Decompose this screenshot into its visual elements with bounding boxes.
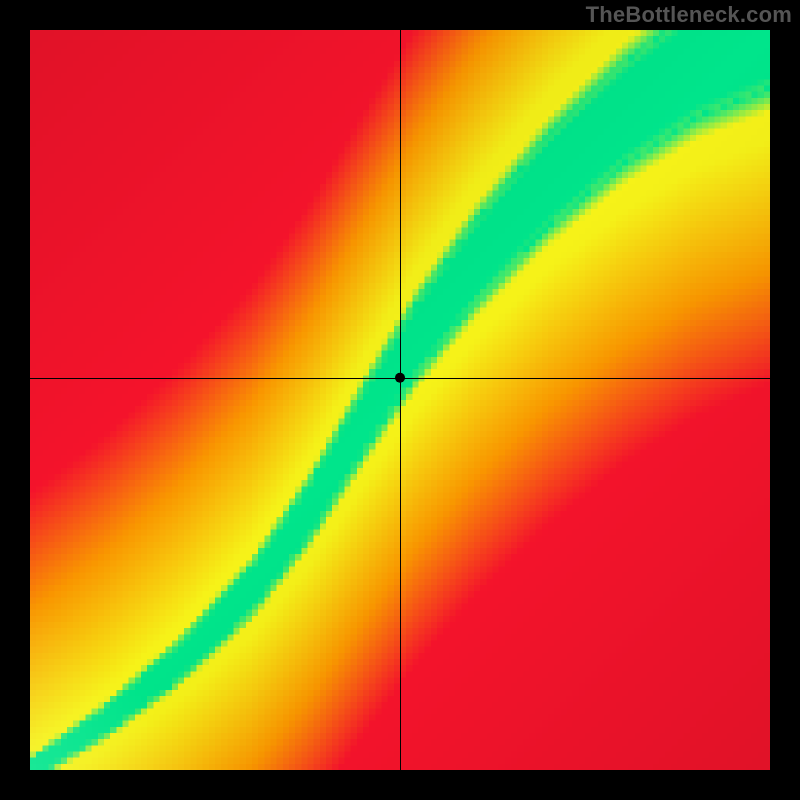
- figure-container: TheBottleneck.com: [0, 0, 800, 800]
- crosshair-overlay: [30, 30, 770, 770]
- watermark-text: TheBottleneck.com: [586, 2, 792, 28]
